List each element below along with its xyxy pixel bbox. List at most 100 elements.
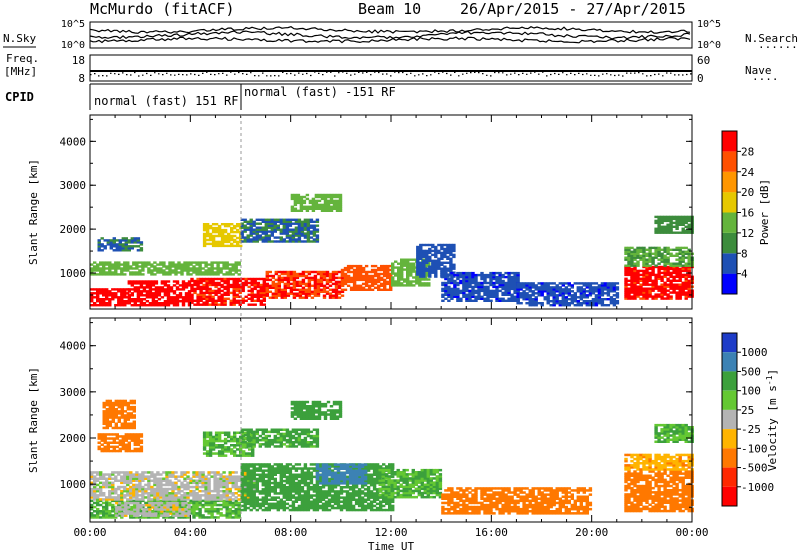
velocity-colorbar-tick-2: 100 — [741, 385, 761, 398]
power-region-15 — [624, 246, 694, 267]
power-region-12 — [441, 271, 520, 302]
velocity-region-2 — [115, 501, 191, 517]
velocity-heatmap — [90, 399, 694, 519]
velocity-region-1 — [90, 471, 256, 501]
velocity-colorbar-tick-3: 25 — [741, 404, 754, 417]
velocity-colorbar-tick-4: -25 — [741, 423, 761, 436]
frequency-traces — [90, 70, 692, 77]
power-colorbar-tick-4: 20 — [741, 186, 754, 199]
power-region-1 — [127, 280, 192, 307]
nave-tick-low: 0 — [697, 72, 704, 85]
power-region-11 — [290, 193, 343, 212]
freq-tick-high: 18 — [72, 54, 85, 67]
power-ylabel: Slant Range [km] — [27, 159, 40, 265]
velocity-region-12 — [624, 470, 694, 513]
power-region-9 — [202, 223, 243, 248]
xtick-1: 04:00 — [174, 526, 207, 539]
velocity-colorbar-tick-6: -500 — [741, 462, 768, 475]
power-region-10 — [240, 218, 320, 243]
power-region-4 — [340, 264, 393, 291]
noise-strip: 10^5 10^0 10^5 10^0 N.Sky N.Search ·····… — [3, 19, 800, 54]
power-colorbar-swatch-7 — [722, 131, 737, 152]
power-region-0 — [90, 288, 130, 307]
power-colorbar-tick-6: 28 — [741, 145, 754, 158]
noise-tick-left-high: 10^5 — [61, 19, 85, 30]
power-region-14 — [624, 265, 694, 300]
nave-label: Nave — [745, 64, 772, 77]
velocity-colorbar-swatch-3 — [722, 390, 737, 410]
nave-trace — [90, 71, 692, 77]
velocity-ytick-3: 4000 — [60, 340, 87, 353]
power-colorbar-swatch-0 — [722, 273, 737, 294]
velocity-region-6 — [441, 487, 593, 515]
velocity-region-14 — [654, 423, 694, 443]
power-colorbar-swatch-1 — [722, 253, 737, 274]
velocity-axes: 1000 2000 3000 4000 00:00 04:00 08:00 12:00 16:0… — [60, 318, 709, 539]
freq-unit-label: [MHz] — [4, 65, 37, 78]
nsky-label: N.Sky — [3, 32, 36, 45]
velocity-ytick-1: 2000 — [60, 432, 87, 445]
velocity-region-7 — [97, 433, 144, 453]
date-range: 26/Apr/2015 - 27/Apr/2015 — [460, 0, 686, 18]
velocity-colorbar-tick-0: 1000 — [741, 346, 768, 359]
power-colorbar-swatch-2 — [722, 232, 737, 254]
velocity-region-3 — [240, 463, 395, 512]
power-colorbar-swatch-6 — [722, 151, 737, 172]
power-colorbar-label: Power [dB] — [758, 179, 771, 245]
power-colorbar-tick-0: 4 — [741, 268, 748, 281]
power-ytick-3: 4000 — [60, 135, 87, 148]
xtick-3: 12:00 — [374, 526, 407, 539]
velocity-panel: 1000 2000 3000 4000 00:00 04:00 08:00 12:00 16:0… — [27, 317, 779, 553]
power-panel: 1000 2000 3000 4000 Slant Range [km] 4 8 12 16… — [27, 114, 771, 310]
power-colorbar-tick-3: 16 — [741, 207, 754, 220]
xtick-5: 20:00 — [575, 526, 608, 539]
beam-label: Beam 10 — [358, 0, 421, 18]
power-region-7 — [90, 261, 241, 276]
xtick-2: 08:00 — [274, 526, 307, 539]
noise-trace-0 — [89, 26, 691, 34]
velocity-region-5 — [378, 468, 443, 499]
xtick-4: 16:00 — [475, 526, 508, 539]
power-region-13 — [516, 282, 620, 307]
cpid-segment-2: normal (fast) -151 RF — [244, 85, 396, 99]
noise-tick-right-high: 10^5 — [697, 19, 721, 30]
nsearch-label: N.Search — [745, 32, 798, 45]
power-region-6 — [416, 243, 456, 278]
velocity-ytick-0: 1000 — [60, 478, 87, 491]
velocity-colorbar-swatch-1 — [722, 352, 737, 372]
station-title: McMurdo (fitACF) — [90, 0, 235, 18]
power-region-8 — [97, 237, 144, 252]
velocity-colorbar-swatch-7 — [722, 467, 737, 487]
velocity-colorbar-label: Velocity [m s-1] — [765, 369, 779, 471]
cpid-label: CPID — [5, 90, 34, 104]
power-ytick-0: 1000 — [60, 267, 87, 280]
noise-tick-left-low: 10^0 — [61, 40, 85, 51]
power-region-16 — [654, 215, 694, 234]
velocity-colorbar-tick-7: -1000 — [741, 481, 774, 494]
power-ytick-2: 3000 — [60, 179, 87, 192]
freq-tick-low: 8 — [78, 72, 85, 85]
velocity-colorbar-swatch-6 — [722, 448, 737, 468]
power-region-3 — [265, 270, 345, 299]
velocity-ylabel: Slant Range [km] — [27, 367, 40, 473]
x-axis-label: Time UT — [368, 540, 415, 553]
velocity-colorbar-swatch-5 — [722, 429, 737, 449]
power-heatmap — [90, 193, 694, 307]
velocity-colorbar-swatch-4 — [722, 409, 737, 430]
power-colorbar-tick-2: 12 — [741, 227, 754, 240]
cpid-strip: CPID normal (fast) 151 RF normal (fast) … — [5, 83, 692, 110]
xtick-0: 00:00 — [73, 526, 106, 539]
velocity-colorbar: 1000 500 100 25 -25 -100 -500 -1000 — [721, 332, 774, 507]
power-colorbar-swatch-5 — [722, 171, 737, 193]
velocity-colorbar-tick-5: -100 — [741, 442, 768, 455]
velocity-colorbar-swatch-8 — [722, 486, 737, 506]
power-colorbar-swatch-3 — [722, 212, 737, 233]
power-axes: 1000 2000 3000 4000 — [60, 115, 693, 309]
velocity-colorbar-swatch-2 — [722, 371, 737, 391]
power-colorbar-tick-5: 24 — [741, 166, 755, 179]
noise-trace-2 — [89, 36, 691, 44]
velocity-region-4 — [315, 463, 368, 485]
noise-trace-1 — [89, 30, 691, 40]
nsearch-dots: ······· — [758, 41, 800, 54]
